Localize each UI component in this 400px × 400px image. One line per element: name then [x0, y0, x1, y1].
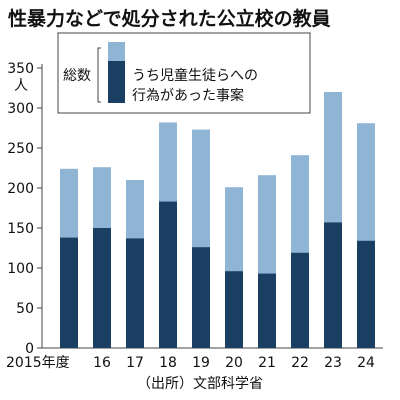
bar-children — [126, 238, 144, 348]
y-tick-label: 50 — [16, 301, 34, 317]
y-tick-label: 200 — [7, 181, 34, 197]
x-tick-label: 19 — [192, 355, 210, 371]
legend-swatch-total — [108, 42, 125, 61]
x-tick-label: 23 — [324, 355, 342, 371]
bar-children — [192, 247, 210, 348]
legend-bracket — [97, 47, 101, 103]
bar-children — [225, 271, 243, 348]
y-tick-label: 0 — [25, 341, 34, 357]
legend-swatch-children — [108, 61, 125, 103]
x-tick-label: 24 — [357, 355, 375, 371]
y-axis-unit: 人 — [14, 78, 28, 94]
y-tick-label: 350 — [7, 61, 34, 77]
legend-label-total: 総数 — [63, 68, 91, 84]
x-tick-label: 2015年度 — [6, 355, 70, 371]
y-tick-label: 250 — [7, 141, 34, 157]
x-tick-label: 21 — [258, 355, 276, 371]
bar-children — [291, 252, 309, 348]
y-tick-label: 100 — [7, 261, 34, 277]
bar-children — [60, 237, 78, 348]
y-tick-label: 150 — [7, 221, 34, 237]
x-tick-label: 16 — [93, 355, 111, 371]
bar-children — [258, 273, 276, 348]
x-tick-label: 18 — [159, 355, 177, 371]
legend-label-children-line1: うち児童生徒らへの — [132, 67, 258, 84]
bar-children — [357, 240, 375, 348]
legend-box — [57, 32, 311, 114]
bar-children — [324, 222, 342, 348]
legend-label-children-line2: 行為があった事案 — [132, 87, 244, 104]
x-tick-label: 17 — [126, 355, 144, 371]
source-note: （出所）文部科学省 — [137, 376, 263, 392]
x-tick-label: 20 — [225, 355, 243, 371]
chart-title: 性暴力などで処分された公立校の教員 — [8, 8, 331, 30]
y-tick-label: 300 — [7, 101, 34, 117]
bar-children — [93, 228, 111, 348]
bar-children — [159, 201, 177, 348]
x-tick-label: 22 — [291, 355, 309, 371]
